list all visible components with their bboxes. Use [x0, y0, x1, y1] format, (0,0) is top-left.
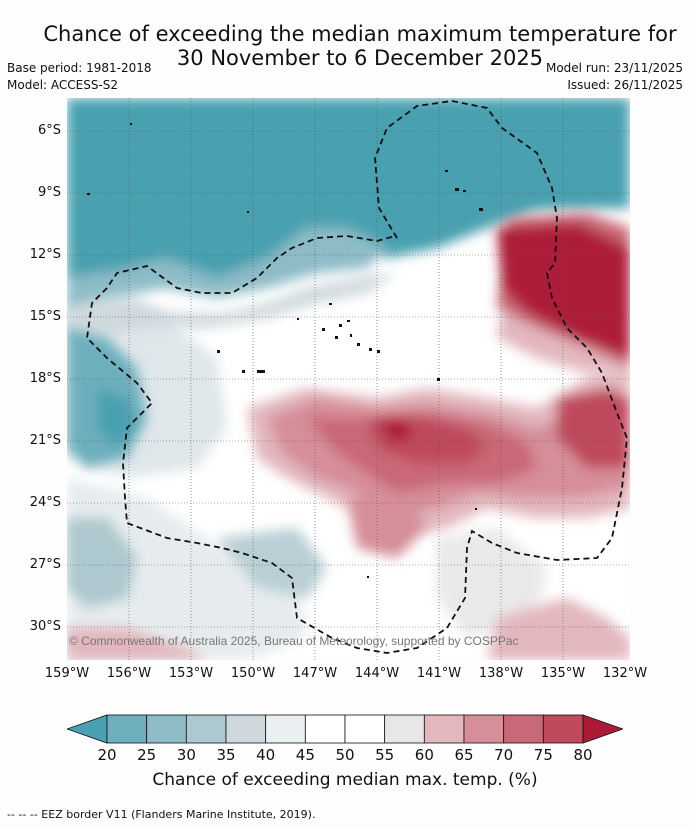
colorbar	[65, 713, 625, 745]
colorbar-tick-label: 45	[295, 746, 315, 764]
title-line-1: Chance of exceeding the median maximum t…	[43, 22, 677, 46]
colorbar-cell	[225, 714, 267, 744]
lon-label: 147°W	[292, 666, 338, 681]
colorbar-high-arrow	[582, 714, 625, 744]
issued-date: Issued: 26/11/2025	[567, 78, 683, 92]
colorbar-cell	[384, 714, 425, 744]
lon-label: 135°W	[540, 666, 586, 681]
lon-label: 153°W	[168, 666, 214, 681]
map-canvas: © Commonwealth of Australia 2025, Bureau…	[67, 98, 630, 660]
colorbar-tick-label: 75	[533, 746, 553, 764]
lat-label: 15°S	[29, 309, 61, 324]
lon-label: 156°W	[106, 666, 152, 681]
probability-map: © Commonwealth of Australia 2025, Bureau…	[67, 98, 630, 660]
colorbar-cell	[423, 714, 465, 744]
colorbar-tick-label: 20	[97, 746, 117, 764]
eez-legend: -- -- -- EEZ border V11 (Flanders Marine…	[7, 808, 316, 821]
red-regions	[67, 213, 630, 660]
colorbar-cell	[304, 714, 346, 744]
colorbar-low-arrow	[65, 714, 108, 744]
colorbar-title: Chance of exceeding median max. temp. (%…	[152, 770, 538, 790]
colorbar-cell	[265, 714, 306, 744]
colorbar-tick-label: 50	[335, 746, 355, 764]
map-title: Chance of exceeding the median maximum t…	[40, 22, 680, 70]
lat-label: 21°S	[29, 433, 61, 448]
colorbar-tick-label: 80	[573, 746, 593, 764]
colorbar-tick-label: 60	[414, 746, 434, 764]
colorbar-tick-label: 70	[494, 746, 514, 764]
lat-label: 30°S	[29, 619, 61, 634]
model-run: Model run: 23/11/2025	[545, 61, 683, 75]
lat-label: 12°S	[29, 247, 61, 262]
colorbar-tick-label: 55	[375, 746, 395, 764]
colorbar-cell	[344, 714, 386, 744]
meta-left: Base period: 1981-2018 Model: ACCESS-S2	[7, 60, 152, 94]
colorbar-cell	[542, 714, 584, 744]
colorbar-tick-label: 40	[256, 746, 276, 764]
title-line-2: 30 November to 6 December 2025	[176, 46, 544, 70]
colorbar-cells	[106, 714, 584, 744]
colorbar-tick-label: 35	[216, 746, 236, 764]
lon-label: 144°W	[354, 666, 400, 681]
lon-label: 132°W	[602, 666, 648, 681]
blue-north-region	[67, 98, 630, 338]
lon-label: 159°W	[44, 666, 90, 681]
blue-west-lobe	[67, 328, 147, 608]
lon-label: 141°W	[416, 666, 462, 681]
copyright-text: © Commonwealth of Australia 2025, Bureau…	[69, 634, 519, 648]
lat-label: 24°S	[29, 495, 61, 510]
model-name: Model: ACCESS-S2	[7, 78, 119, 92]
colorbar-svg	[65, 714, 625, 744]
colorbar-tick-label: 30	[176, 746, 196, 764]
colorbar-cell	[463, 714, 505, 744]
lat-label: 9°S	[37, 185, 61, 200]
colorbar-cell	[185, 714, 227, 744]
base-period: Base period: 1981-2018	[7, 61, 152, 75]
lat-label: 27°S	[29, 557, 61, 572]
lat-label: 18°S	[29, 371, 61, 386]
colorbar-cell	[503, 714, 544, 744]
lat-label: 6°S	[37, 123, 61, 138]
colorbar-tick-label: 65	[454, 746, 474, 764]
colorbar-cell	[146, 714, 187, 744]
meta-right: Model run: 23/11/2025 Issued: 26/11/2025	[546, 60, 683, 94]
colorbar-cell	[106, 714, 148, 744]
lon-label: 150°W	[230, 666, 276, 681]
islands	[87, 123, 483, 578]
colorbar-tick-label: 25	[137, 746, 157, 764]
lon-label: 138°W	[478, 666, 524, 681]
